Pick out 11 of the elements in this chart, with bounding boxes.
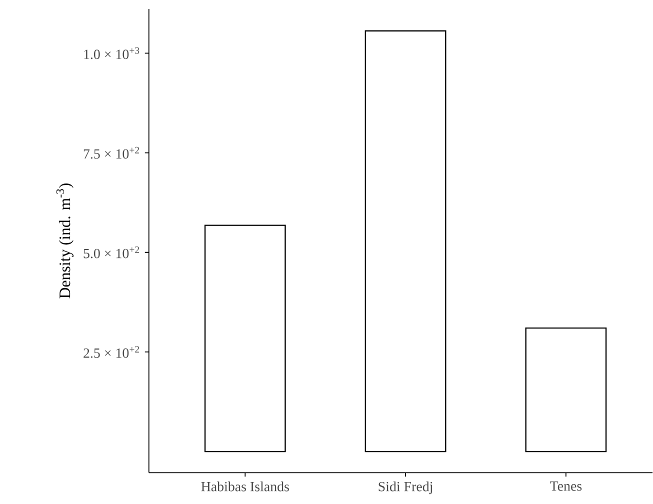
y-tick-label: 7.5 × 10$^{+2}$ bbox=[84, 147, 140, 159]
bar bbox=[525, 328, 607, 452]
x-tick-label: Sidi Fredj bbox=[378, 482, 432, 494]
y-tick-label: 1.0 × 10$^{+3}$ bbox=[84, 47, 140, 60]
bar bbox=[364, 30, 446, 452]
bar bbox=[204, 224, 286, 452]
x-tick-label: Tenes bbox=[550, 482, 582, 491]
y-axis-title: Density (ind. m$^{-3}$) bbox=[56, 184, 74, 299]
y-tick-label: 2.5 × 10$^{+2}$ bbox=[84, 346, 140, 358]
x-tick-label: Habibas Islands bbox=[201, 482, 289, 492]
y-tick-label: 5.0 × 10$^{+2}$ bbox=[84, 246, 140, 258]
